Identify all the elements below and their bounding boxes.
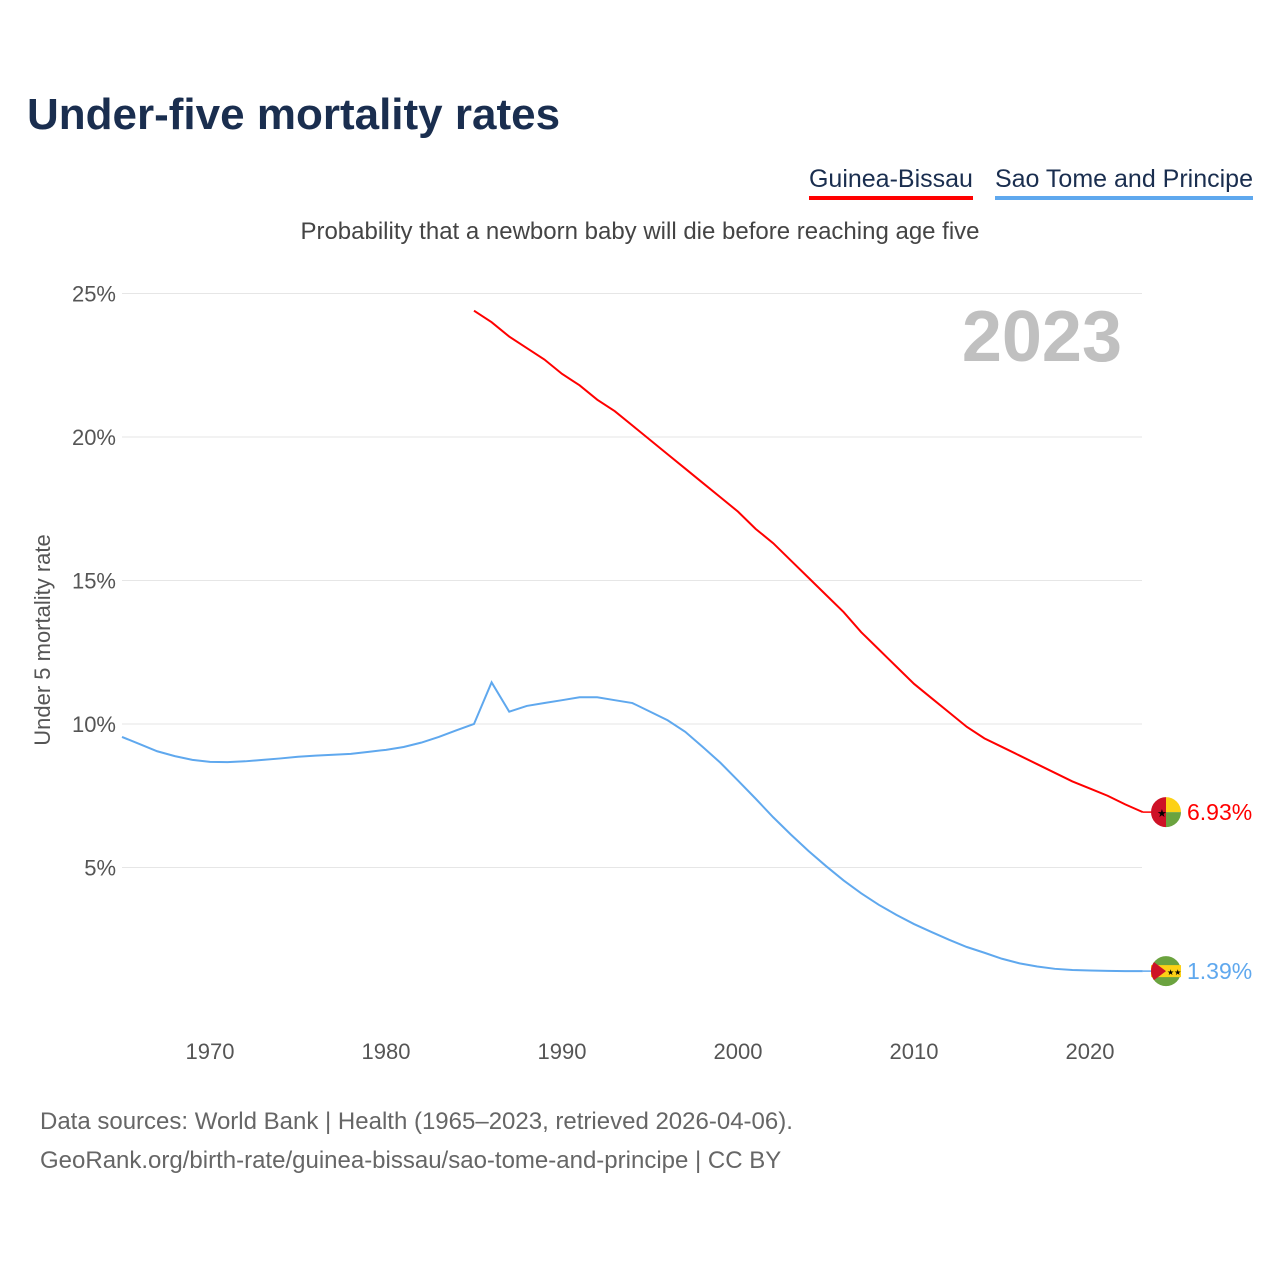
flag-star: ★: [1157, 808, 1167, 820]
chart-subtitle: Probability that a newborn baby will die…: [300, 218, 980, 245]
legend-guinea-bissau[interactable]: Guinea-Bissau: [808, 165, 973, 200]
legend: Guinea-Bissau Sao Tome and Principe: [808, 165, 1253, 200]
y-tick-label: 20%: [72, 425, 116, 450]
flag-guinea-bissau-icon: [1166, 797, 1181, 813]
y-tick-label: 15%: [72, 569, 116, 594]
legend-sao-tome[interactable]: Sao Tome and Principe: [994, 165, 1253, 200]
y-tick-label: 5%: [84, 856, 116, 881]
series-line-sao-tome: [121, 680, 1143, 973]
footer-source: Data sources: World Bank | Health (1965–…: [40, 1108, 793, 1135]
x-tick-label: 2020: [1066, 1039, 1115, 1064]
series-line-guinea-bissau: [473, 309, 1144, 814]
x-tick-label: 1980: [362, 1039, 411, 1064]
y-tick-label: 10%: [72, 712, 116, 737]
x-tick-label: 1970: [186, 1039, 235, 1064]
flag-part: [1150, 962, 1166, 981]
flag-part: [1166, 812, 1181, 828]
x-tick-label: 2000: [714, 1039, 763, 1064]
x-tick-label: 2010: [890, 1039, 939, 1064]
end-value-label: 1.39%: [1187, 958, 1252, 984]
end-value-label: 6.93%: [1187, 799, 1252, 825]
flag-stars: ★★: [1167, 968, 1181, 977]
y-axis-label: Under 5 mortality rate: [30, 534, 55, 746]
flag-part: [1151, 797, 1166, 828]
x-tick-label: 1990: [538, 1039, 587, 1064]
footer-url: GeoRank.org/birth-rate/guinea-bissau/sao…: [40, 1147, 782, 1174]
y-tick-label: 25%: [72, 282, 116, 307]
year-label: 2023: [962, 297, 1122, 377]
chart-title: Under-five mortality rates: [27, 90, 561, 139]
